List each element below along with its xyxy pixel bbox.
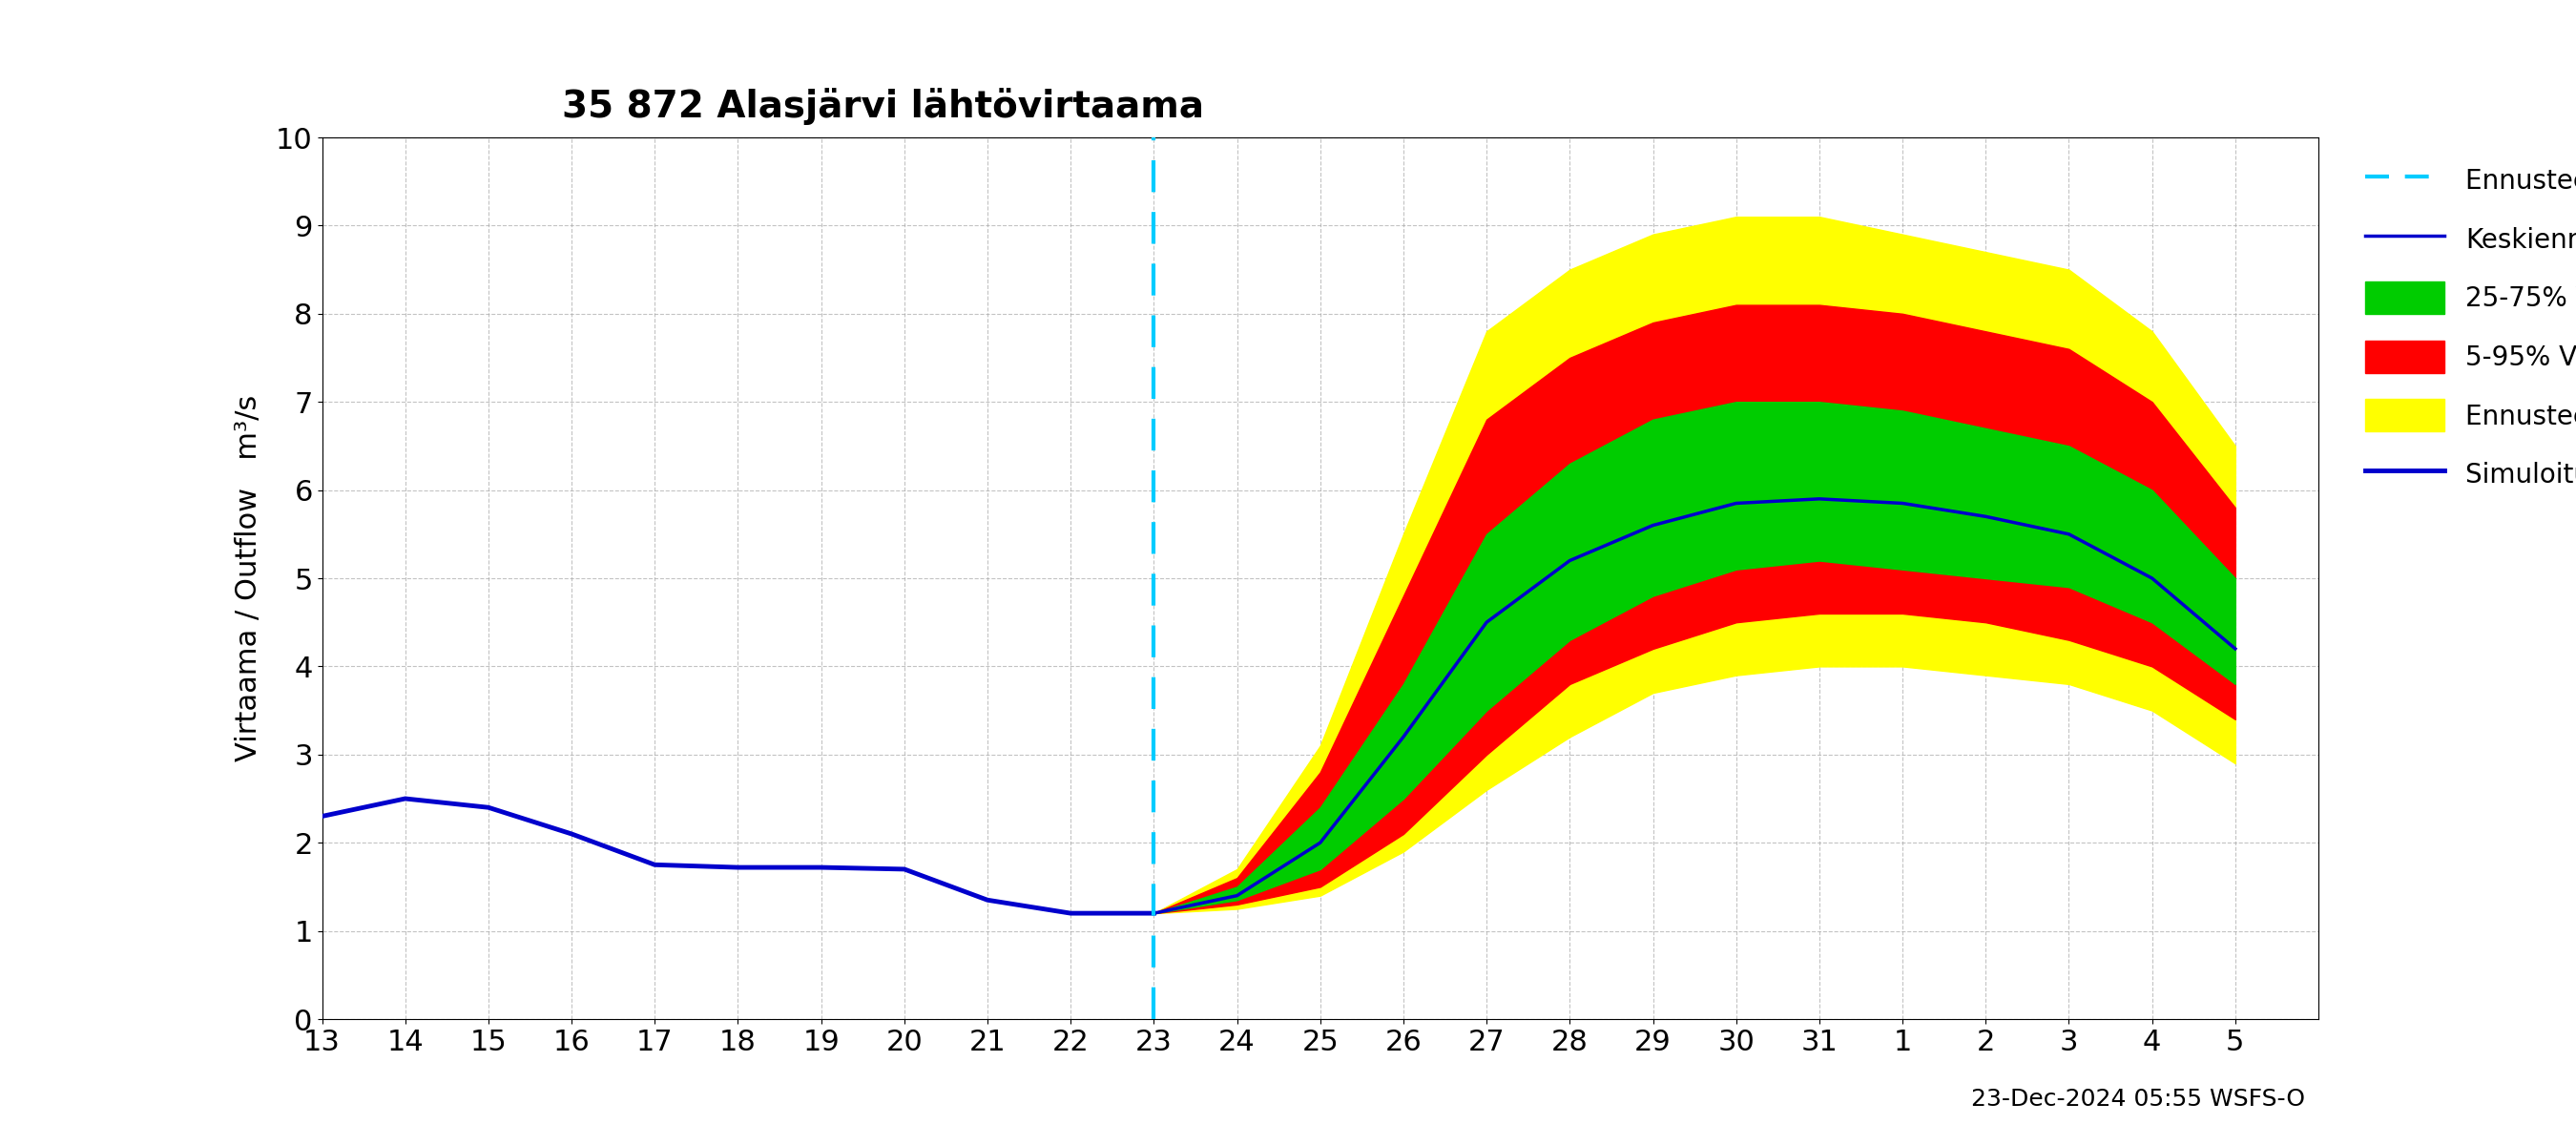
Text: 35 872 Alasjärvi lähtövirtaama: 35 872 Alasjärvi lähtövirtaama [562,88,1203,125]
Legend: Ennusteen alku, Keskiennuste, 25-75% Vaihteluväli, 5-95% Vaihteluväli, Ennusteen: Ennusteen alku, Keskiennuste, 25-75% Vai… [2352,151,2576,504]
Text: 23-Dec-2024 05:55 WSFS-O: 23-Dec-2024 05:55 WSFS-O [1971,1088,2306,1111]
Y-axis label: Virtaama / Outflow   m³/s: Virtaama / Outflow m³/s [234,395,263,761]
